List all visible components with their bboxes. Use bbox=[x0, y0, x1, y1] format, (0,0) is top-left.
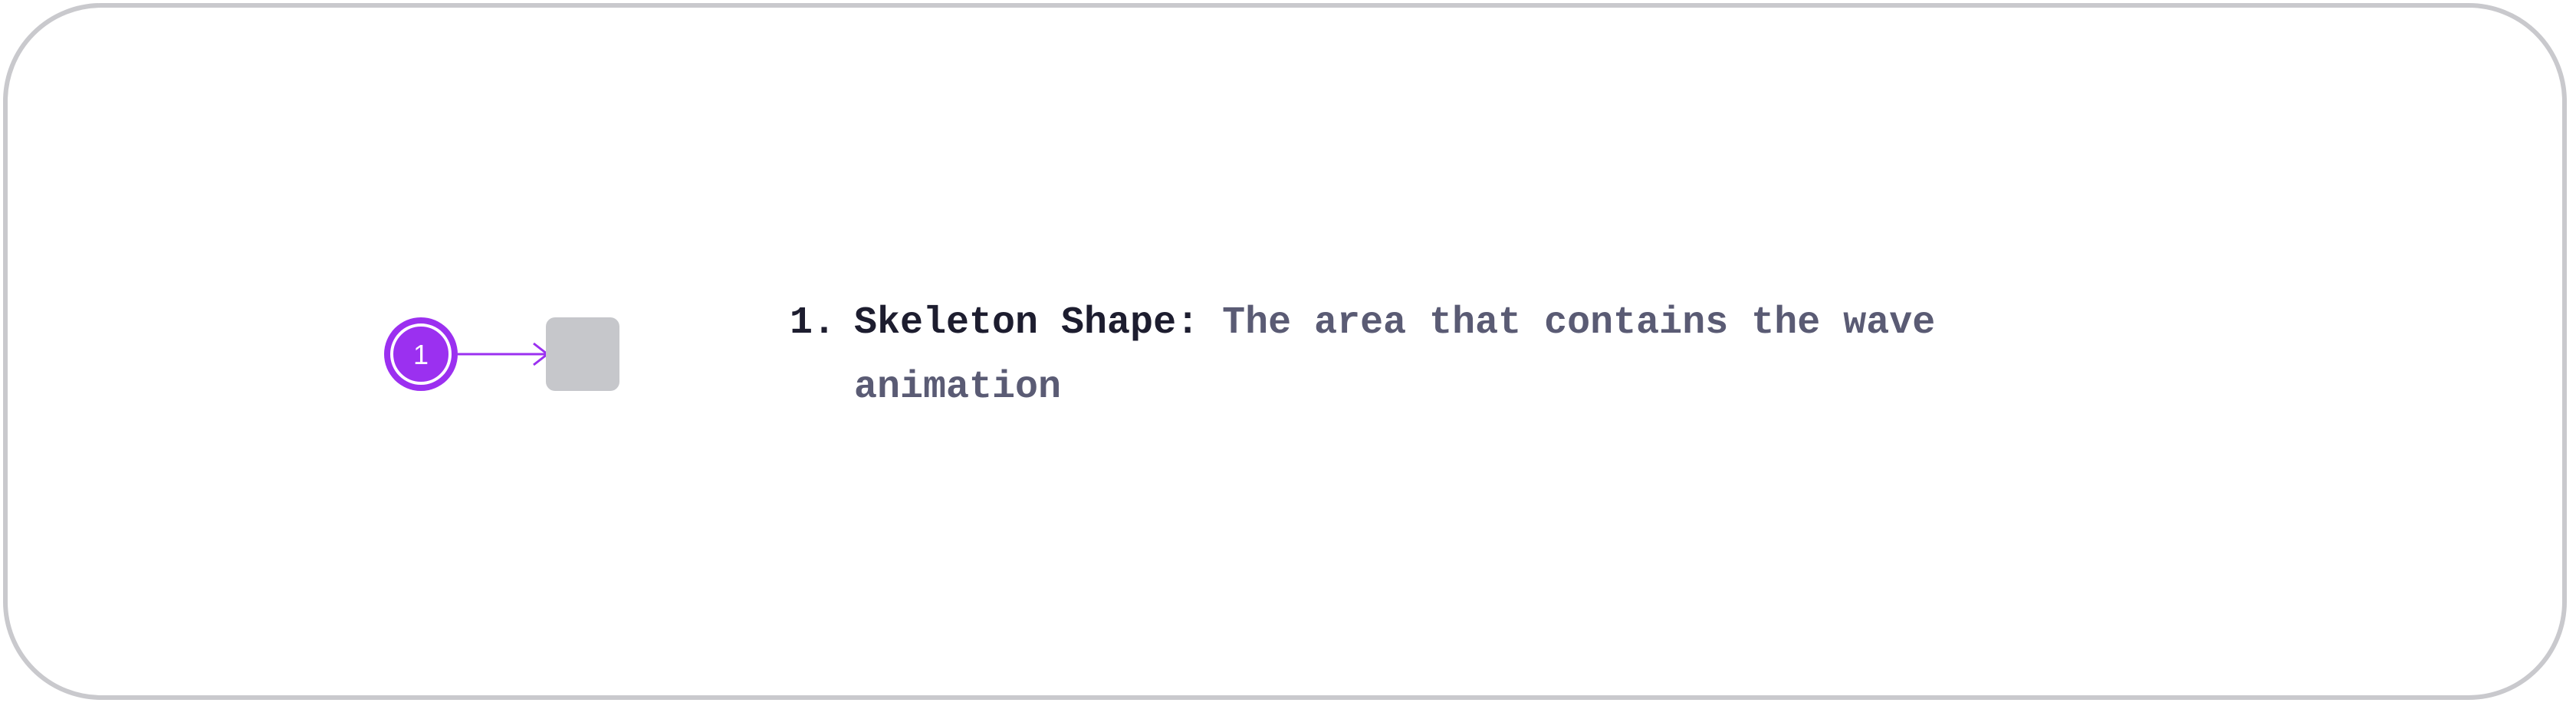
legend-item-index: 1. bbox=[790, 301, 836, 345]
legend-item-description: The area that contains the wave animatio… bbox=[854, 301, 1936, 409]
callout-marker-number: 1 bbox=[413, 339, 429, 370]
legend-item-term: Skeleton Shape: bbox=[854, 301, 1200, 345]
skeleton-shape bbox=[546, 317, 619, 391]
legend-list: 1. Skeleton Shape: The area that contain… bbox=[790, 291, 1986, 420]
callout-arrow bbox=[458, 342, 550, 366]
callout-marker-outer-circle bbox=[384, 317, 458, 391]
legend-item-body: Skeleton Shape: The area that contains t… bbox=[854, 291, 1986, 420]
callout-marker-1: 1 bbox=[384, 317, 458, 391]
callout-marker-inner-ring bbox=[390, 323, 452, 385]
anatomy-diagram: 1 bbox=[380, 314, 626, 396]
anatomy-diagram-svg: 1 bbox=[384, 317, 619, 391]
